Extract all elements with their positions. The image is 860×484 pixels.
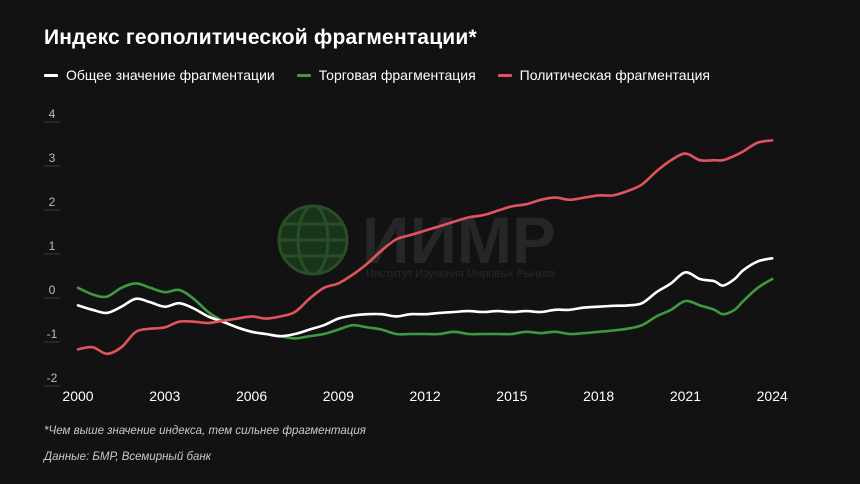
watermark-subtitle: Институт Изучения Мировых Рынков [366,268,555,280]
footnote: *Чем выше значение индекса, тем сильнее … [44,425,366,437]
y-axis: -2 -1 0 1 2 3 4 [44,107,60,387]
series-layer [76,139,774,356]
y-tick-label: -1 [47,327,58,341]
legend-item-trade: Торговая фрагментация [296,67,476,83]
x-tick-label: 2024 [757,388,788,404]
watermark: ИИМР Институт Изучения Мировых Рынков [277,203,556,280]
legend-swatch-trade [296,73,311,77]
legend-label-trade: Торговая фрагментация [318,67,476,83]
x-tick-label: 2006 [236,388,267,404]
y-tick-label: 2 [49,195,56,209]
legend: Общее значение фрагментации Торговая фра… [44,67,710,83]
legend-swatch-political [497,73,512,77]
series-line-overall [76,257,774,338]
legend-label-overall: Общее значение фрагментации [66,67,275,83]
y-tick-label: 4 [49,107,56,121]
legend-label-political: Политическая фрагментация [519,67,711,83]
x-tick-label: 2012 [410,388,441,404]
series-line-trade [76,277,774,340]
legend-item-political: Политическая фрагментация [497,67,711,83]
series-line-political [76,139,774,356]
x-tick-label: 2018 [583,388,614,404]
y-tick-label: 1 [49,239,56,253]
x-tick-label: 2000 [62,388,93,404]
x-tick-label: 2009 [323,388,354,404]
chart-title: Индекс геополитической фрагментации* [44,26,477,49]
y-tick-label: 0 [49,283,56,297]
y-tick-label: 3 [49,151,56,165]
y-tick-label: -2 [47,371,58,385]
legend-swatch-overall [44,73,58,77]
globe-logo-icon [277,204,349,276]
watermark-name: ИИМР [362,203,556,277]
legend-item-overall: Общее значение фрагментации [44,67,275,83]
x-tick-label: 2003 [149,388,180,404]
x-axis: 2000 2003 2006 2009 2012 2015 2018 2021 2024 [62,388,788,404]
x-tick-label: 2021 [670,388,701,404]
x-tick-label: 2015 [496,388,527,404]
data-source: Данные: БМР, Всемирный банк [44,451,212,463]
